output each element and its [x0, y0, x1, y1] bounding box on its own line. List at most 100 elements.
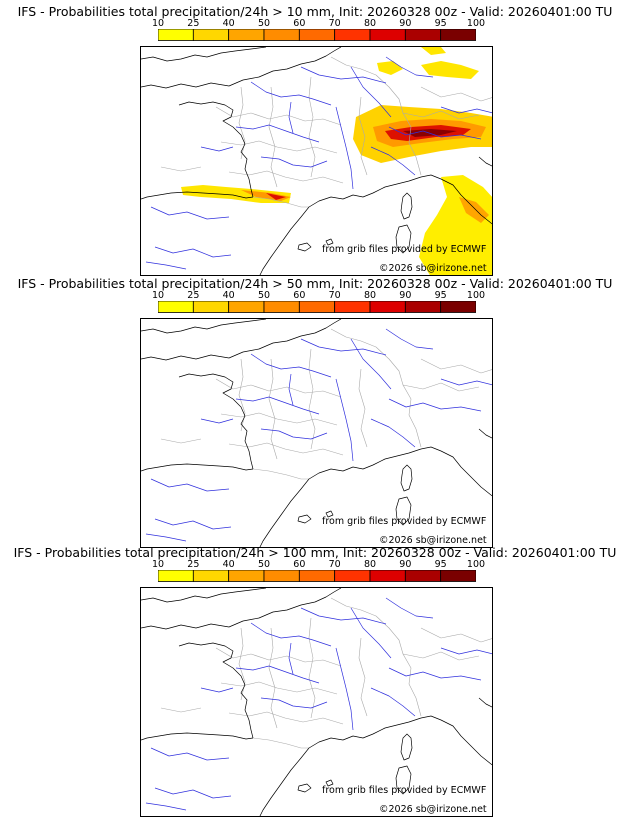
river	[260, 156, 328, 168]
colorbar-segment	[404, 301, 442, 313]
map-frame[interactable]: from grib files provided by ECMWF ©2026 …	[140, 318, 493, 548]
colorbar-tick-label: 90	[399, 18, 412, 29]
coastline	[478, 697, 492, 708]
credit-source: from grib files provided by ECMWF	[322, 244, 487, 255]
colorbar-segment	[440, 570, 476, 582]
colorbar-segment	[369, 570, 406, 582]
colorbar-tick-label: 50	[257, 290, 271, 301]
colorbar-tick-label: 90	[399, 290, 412, 301]
admin-border	[228, 170, 344, 184]
colorbar-segment	[298, 29, 336, 41]
coastline	[325, 510, 334, 518]
colorbar-segment	[404, 570, 442, 582]
admin-border	[252, 468, 309, 480]
colorbar-segment	[228, 301, 265, 313]
colorbar-segment	[440, 301, 476, 313]
river	[388, 126, 482, 140]
river	[335, 378, 354, 462]
river	[335, 647, 354, 731]
colorbar-tick-label: 80	[363, 18, 377, 29]
coastline	[400, 733, 413, 761]
colorbar-tick-label: 100	[466, 18, 486, 29]
admin-border	[420, 627, 492, 643]
colorbar-tick-label: 10	[151, 18, 165, 29]
colorbar-segment	[228, 570, 265, 582]
colorbar-segment	[298, 301, 336, 313]
coastline	[308, 448, 422, 480]
map-canvas	[141, 47, 492, 275]
river	[288, 101, 294, 134]
coastline	[395, 496, 412, 526]
coastline	[400, 192, 413, 220]
colorbar-tick-label: 80	[363, 290, 377, 301]
admin-border	[420, 358, 492, 374]
panel-title: IFS - Probabilities total precipitation/…	[17, 276, 613, 291]
coastline	[400, 464, 413, 492]
admin-border	[308, 348, 316, 450]
credit-source: from grib files provided by ECMWF	[322, 785, 487, 796]
map-canvas	[141, 588, 492, 816]
coastline	[178, 101, 254, 198]
colorbar-tick-label: 50	[257, 559, 271, 570]
precip-probability-area	[419, 175, 492, 275]
coastline	[141, 463, 254, 472]
colorbar-segment	[369, 301, 406, 313]
river	[250, 353, 332, 378]
map-frame[interactable]: from grib files provided by ECMWF ©2026 …	[140, 587, 493, 817]
colorbar-segment	[334, 570, 371, 582]
river	[260, 697, 328, 709]
admin-border	[238, 627, 246, 701]
river	[150, 747, 230, 761]
coastline	[141, 732, 254, 741]
coastline	[141, 47, 267, 62]
colorbar-tick-label: 90	[399, 559, 412, 570]
credit-source: from grib files provided by ECMWF	[322, 516, 487, 527]
colorbar-labels: 10 25 40 50 60 70 80 90 95 100	[150, 559, 490, 571]
colorbar-segment	[192, 29, 230, 41]
river	[250, 622, 332, 647]
colorbar-segment	[192, 301, 230, 313]
colorbar-tick-label: 70	[328, 559, 341, 570]
coastline	[141, 319, 342, 361]
river	[385, 597, 434, 619]
coastline	[141, 191, 254, 200]
colorbar-labels: 10 25 40 50 60 70 80 90 95 100	[150, 290, 490, 302]
colorbar-tick-label: 50	[257, 18, 271, 29]
colorbar-segment	[158, 29, 194, 41]
river	[350, 338, 392, 390]
admin-border	[220, 140, 338, 154]
precip-probability-area	[421, 47, 446, 55]
colorbar-tick-label: 70	[328, 18, 341, 29]
river	[300, 66, 387, 84]
map-canvas	[141, 319, 492, 547]
precip-probability-area	[459, 197, 489, 223]
river	[145, 802, 187, 811]
river	[200, 146, 234, 152]
colorbar-tick-label: 40	[222, 559, 235, 570]
map-panel-100mm: IFS - Probabilities total precipitation/…	[0, 545, 630, 817]
river	[154, 787, 232, 799]
admin-border	[402, 651, 480, 661]
coastline	[297, 514, 312, 524]
colorbar-segment	[369, 29, 406, 41]
coastline	[308, 176, 422, 208]
coastline	[395, 765, 412, 795]
colorbar-tick-label: 10	[151, 559, 165, 570]
coastline	[259, 206, 310, 275]
colorbar-tick-label: 25	[187, 18, 200, 29]
colorbar-tick-label: 80	[363, 559, 377, 570]
admin-border	[330, 597, 422, 717]
colorbar-tick-label: 25	[187, 290, 200, 301]
admin-border	[215, 106, 342, 126]
coastline	[141, 47, 342, 89]
river	[235, 396, 320, 415]
map-frame[interactable]: from grib files provided by ECMWF ©2026 …	[140, 46, 493, 276]
river	[370, 146, 416, 176]
coastline	[259, 747, 310, 816]
river	[235, 124, 320, 143]
admin-border	[358, 637, 368, 717]
admin-border	[268, 358, 278, 460]
panel-title: IFS - Probabilities total precipitation/…	[17, 4, 613, 19]
river	[145, 261, 187, 270]
coastline	[420, 174, 492, 225]
